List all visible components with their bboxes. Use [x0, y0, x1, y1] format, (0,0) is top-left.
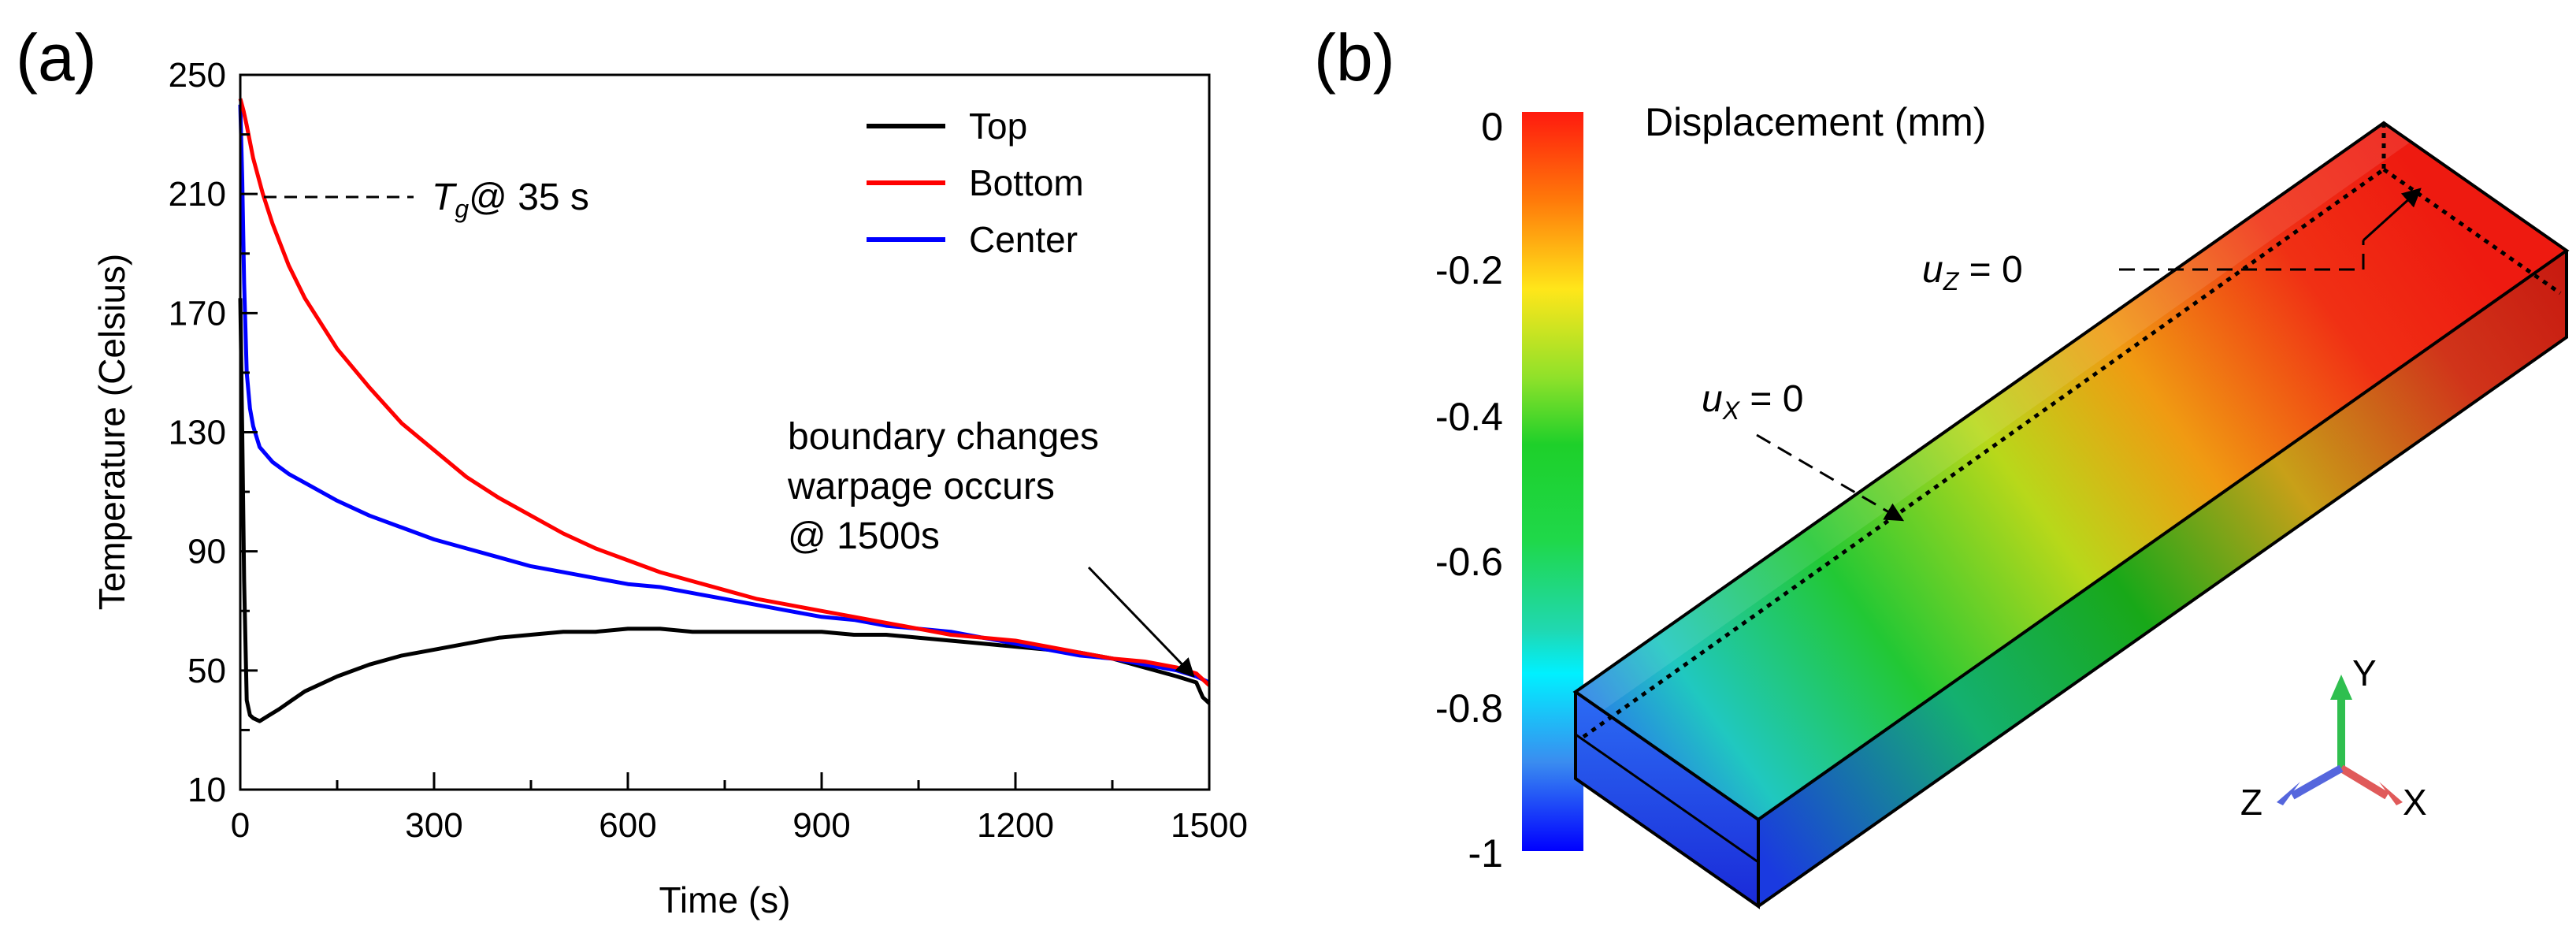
boundary-arrow: [1087, 566, 1195, 678]
beam-side-outline: [1757, 251, 2568, 908]
colorbar-tick-5: -1: [1468, 831, 1503, 876]
x-axis-ticks: 0 300 600 900 1200 1500: [231, 772, 1248, 845]
boundary-annotation-line-1: boundary changes: [788, 416, 1099, 458]
series-line-top: [238, 298, 1211, 723]
y-tick-label: 130: [169, 414, 226, 452]
beam-side-face: [1758, 251, 2567, 906]
colorbar-gradient: [1522, 112, 1583, 851]
x-axis-label: Time (s): [659, 879, 791, 920]
legend-label-bottom: Bottom: [969, 162, 1084, 203]
y-tick-label: 170: [169, 294, 226, 333]
x-tick-label: 600: [599, 806, 656, 845]
y-tick-label: 10: [187, 771, 226, 809]
legend-label-center: Center: [969, 219, 1078, 260]
beam-front-mid-line: [1575, 733, 1759, 864]
coordinate-triad: Y X Z: [2240, 652, 2427, 823]
triad-x-arrowhead-icon: [2379, 782, 2403, 805]
displacement-colorbar: Displacement (mm) 0 -0.2 -0.4 -0.6 -0.8 …: [1435, 100, 1987, 876]
bc-uz-label: uZ = 0: [1922, 249, 2023, 296]
panel-b-label: (b): [1314, 20, 1395, 95]
x-tick-label: 0: [231, 806, 250, 845]
series-line-bottom: [238, 98, 1211, 687]
boundary-annotation-line-3: @ 1500s: [788, 515, 940, 557]
x-tick-label: 1200: [977, 806, 1054, 845]
bc-ux-annotation: uX = 0: [1702, 378, 1905, 522]
legend-label-top: Top: [969, 106, 1027, 147]
triad-z-arrowhead-icon: [2277, 782, 2300, 805]
tg-annotation: Tg@ 35 s: [432, 177, 589, 223]
x-tick-label: 1500: [1171, 806, 1248, 845]
beam-top-face: [1576, 123, 2567, 820]
triad-label-z: Z: [2240, 782, 2262, 823]
y-tick-label: 90: [187, 533, 226, 571]
triad-x-axis-icon: [2339, 764, 2389, 800]
bc-uz-arrow: [2362, 188, 2422, 242]
y-tick-label: 210: [169, 175, 226, 214]
colorbar-tick-2: -0.4: [1435, 395, 1503, 439]
colorbar-tick-0: 0: [1481, 105, 1503, 149]
colorbar-tick-1: -0.2: [1435, 248, 1503, 292]
y-tick-label: 50: [187, 652, 226, 690]
bc-uz-leader: [2119, 240, 2365, 271]
legend: Top Bottom Center: [867, 106, 1084, 260]
series-layer: [238, 98, 1211, 723]
bc-ux-label: uX = 0: [1702, 378, 1803, 425]
triad-label-y: Y: [2352, 652, 2377, 693]
panel-a-label: (a): [16, 20, 97, 95]
y-axis-ticks: 10 50 90 130 170 210 250: [169, 56, 258, 809]
triad-z-axis-icon: [2290, 764, 2344, 800]
colorbar-title: Displacement (mm): [1645, 100, 1986, 144]
triad-y-arrowhead-icon: [2330, 675, 2352, 700]
x-tick-label: 900: [792, 806, 850, 845]
x-tick-label: 300: [405, 806, 462, 845]
y-axis-label: Temperature (Celsius): [91, 254, 132, 610]
temperature-chart: 0 300 600 900 1200 1500 10 50 90 130 170 210 250 Ti…: [91, 56, 1248, 920]
y-tick-label: 250: [169, 56, 226, 95]
series-line-center: [238, 104, 1211, 685]
bc-ux-arrow: [1756, 433, 1905, 522]
bc-uz-annotation: uZ = 0: [1922, 188, 2422, 296]
boundary-annotation-line-2: warpage occurs: [787, 466, 1055, 507]
triad-label-x: X: [2403, 782, 2427, 823]
colorbar-tick-4: -0.8: [1435, 686, 1503, 731]
colorbar-tick-3: -0.6: [1435, 540, 1503, 584]
